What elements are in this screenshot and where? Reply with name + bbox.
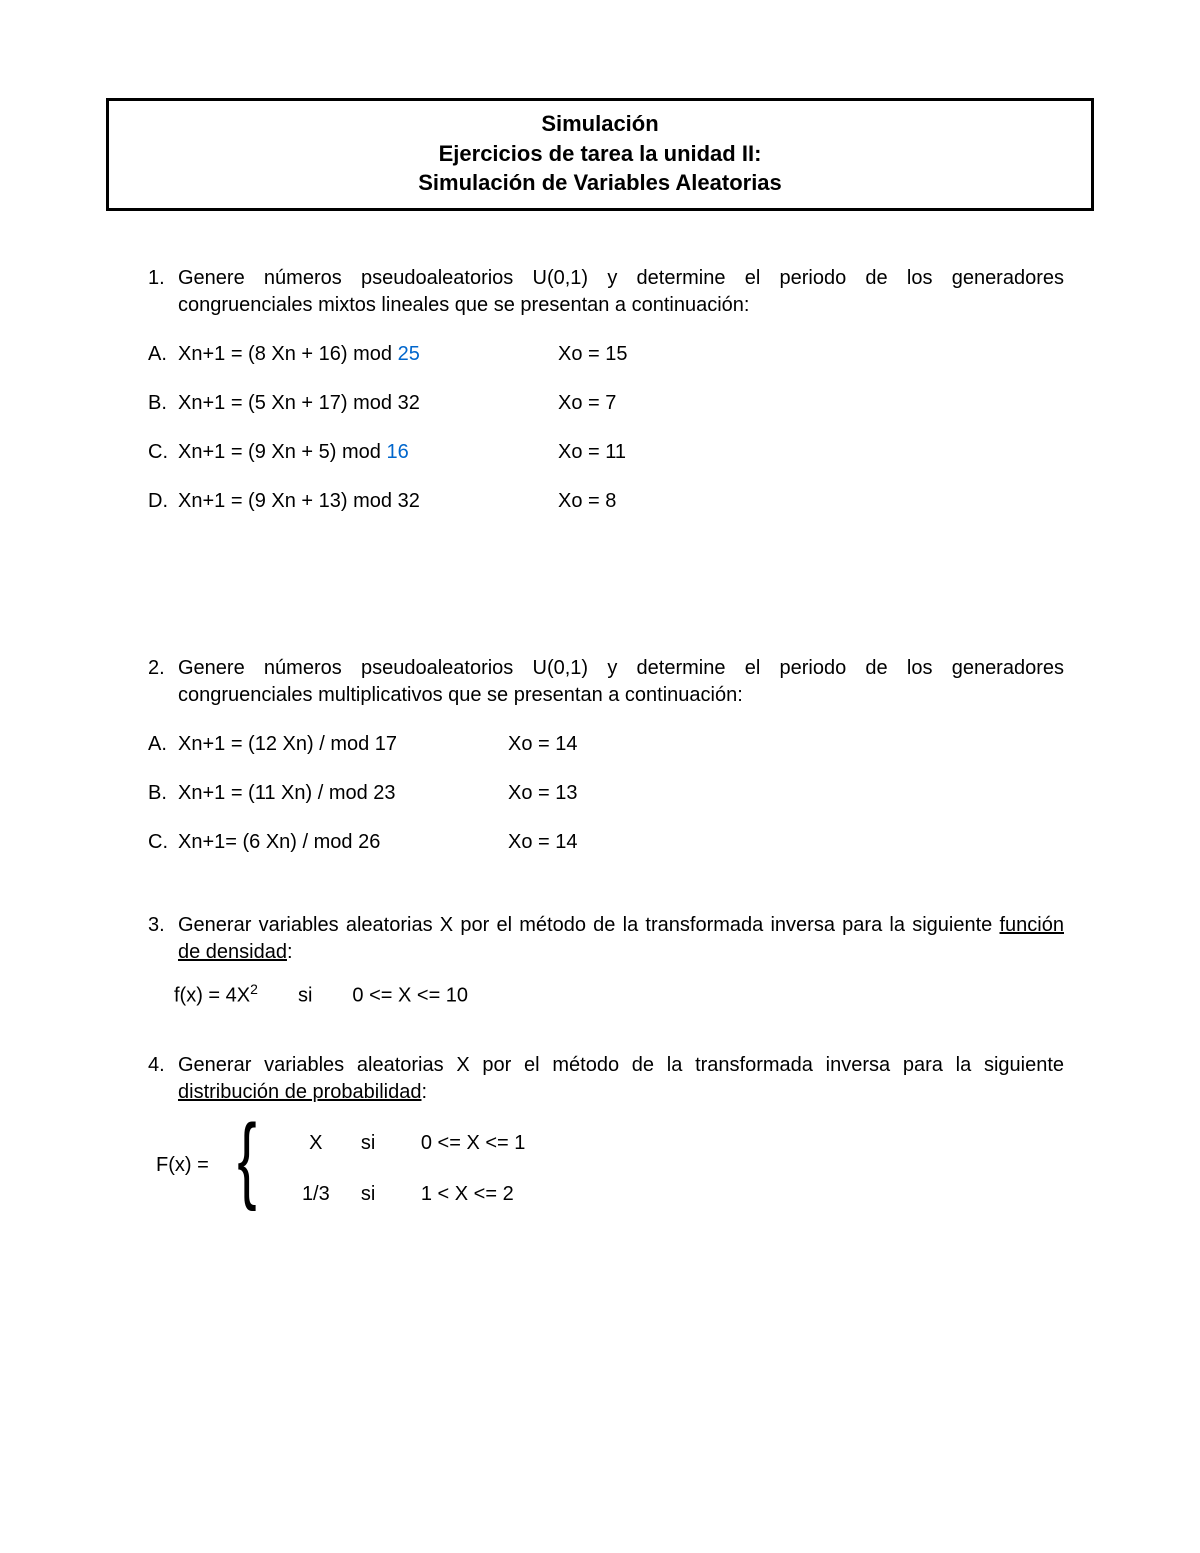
pw-si: si [361,1130,421,1157]
q3-formula: f(x) = 4X2si0 <= X <= 10 [174,980,1064,1010]
title-box: Simulación Ejercicios de tarea la unidad… [106,98,1094,211]
title-line-1: Simulación [109,109,1091,139]
q2-option-b: B. Xn+1 = (11 Xn) / mod 23 Xo = 13 [148,780,1064,807]
content: 1. Genere números pseudoaleatorios U(0,1… [100,265,1100,1208]
opt-xo: Xo = 14 [508,731,578,758]
opt-label: A. [148,341,178,368]
opt-xo: Xo = 8 [558,488,616,515]
question-1: 1. Genere números pseudoaleatorios U(0,1… [148,265,1064,319]
opt-formula: Xn+1 = (9 Xn + 13) mod 32 [178,488,558,515]
q3-number: 3. [148,912,178,966]
q2-number: 2. [148,655,178,709]
pw-cond: 1 < X <= 2 [421,1181,514,1208]
q3-text: Generar variables aleatorias X por el mé… [178,912,1064,966]
opt-formula: Xn+1 = (9 Xn + 5) mod 16 [178,439,558,466]
opt-xo: Xo = 11 [558,439,626,466]
opt-label: B. [148,390,178,417]
q1-option-d: D. Xn+1 = (9 Xn + 13) mod 32 Xo = 8 [148,488,1064,515]
question-2: 2. Genere números pseudoaleatorios U(0,1… [148,655,1064,709]
underlined-text: distribución de probabilidad [178,1081,422,1103]
q4-number: 4. [148,1052,178,1106]
opt-label: D. [148,488,178,515]
question-4: 4. Generar variables aleatorias X por el… [148,1052,1064,1106]
opt-formula: Xn+1= (6 Xn) / mod 26 [178,829,508,856]
pw-rows: X si 0 <= X <= 1 1/3 si 1 < X <= 2 [271,1124,526,1208]
pw-cond: 0 <= X <= 1 [421,1130,526,1157]
opt-label: C. [148,439,178,466]
opt-formula: Xn+1 = (11 Xn) / mod 23 [178,780,508,807]
opt-formula: Xn+1 = (5 Xn + 17) mod 32 [178,390,558,417]
title-line-2: Ejercicios de tarea la unidad II: [109,139,1091,169]
q2-option-a: A. Xn+1 = (12 Xn) / mod 17 Xo = 14 [148,731,1064,758]
q1-options: A. Xn+1 = (8 Xn + 16) mod 25 Xo = 15 B. … [148,341,1064,515]
opt-label: C. [148,829,178,856]
pw-label: F(x) = [156,1152,209,1179]
q1-option-c: C. Xn+1 = (9 Xn + 5) mod 16 Xo = 11 [148,439,1064,466]
q1-option-a: A. Xn+1 = (8 Xn + 16) mod 25 Xo = 15 [148,341,1064,368]
q4-text: Generar variables aleatorias X por el mé… [178,1052,1064,1106]
pw-si: si [361,1181,421,1208]
opt-xo: Xo = 15 [558,341,628,368]
opt-label: A. [148,731,178,758]
pw-row-1: X si 0 <= X <= 1 [271,1130,526,1157]
q1-number: 1. [148,265,178,319]
title-line-3: Simulación de Variables Aleatorias [109,168,1091,198]
opt-formula: Xn+1 = (8 Xn + 16) mod 25 [178,341,558,368]
q2-option-c: C. Xn+1= (6 Xn) / mod 26 Xo = 14 [148,829,1064,856]
opt-xo: Xo = 7 [558,390,616,417]
q1-option-b: B. Xn+1 = (5 Xn + 17) mod 32 Xo = 7 [148,390,1064,417]
opt-label: B. [148,780,178,807]
pw-value: 1/3 [271,1181,361,1208]
q2-text: Genere números pseudoaleatorios U(0,1) y… [178,655,1064,709]
opt-xo: Xo = 14 [508,829,578,856]
q4-piecewise: F(x) = { X si 0 <= X <= 1 1/3 si 1 < X <… [156,1124,1064,1208]
question-3: 3. Generar variables aleatorias X por el… [148,912,1064,966]
link-text: 16 [386,441,408,463]
q2-options: A. Xn+1 = (12 Xn) / mod 17 Xo = 14 B. Xn… [148,731,1064,856]
link-text: 25 [398,343,420,365]
opt-xo: Xo = 13 [508,780,578,807]
q1-text: Genere números pseudoaleatorios U(0,1) y… [178,265,1064,319]
brace-icon: { [237,1133,256,1186]
pw-row-2: 1/3 si 1 < X <= 2 [271,1181,526,1208]
opt-formula: Xn+1 = (12 Xn) / mod 17 [178,731,508,758]
pw-value: X [271,1130,361,1157]
